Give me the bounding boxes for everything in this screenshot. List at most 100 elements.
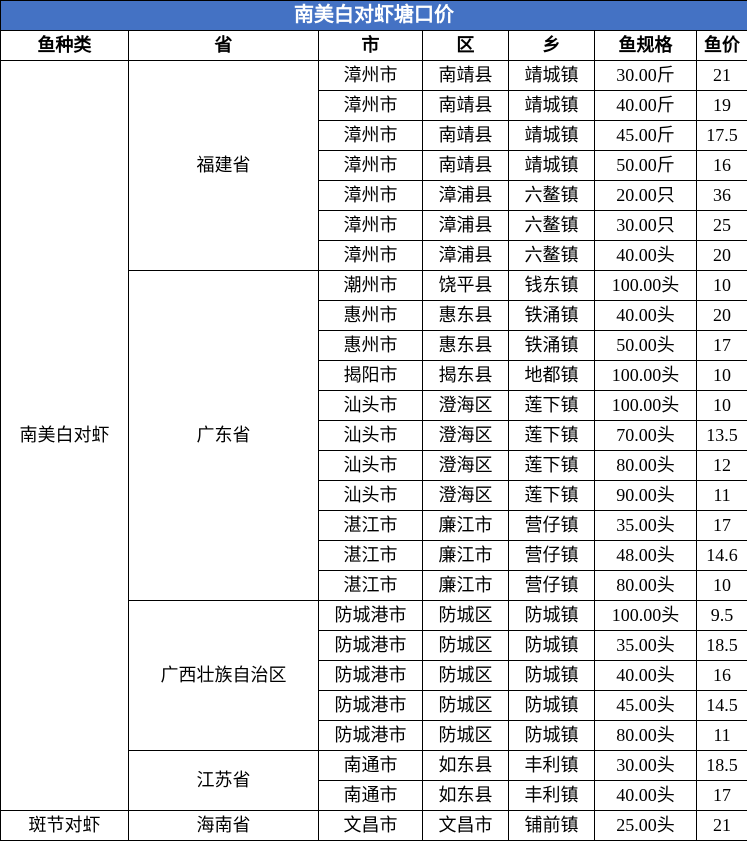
township-cell: 靖城镇 [509,61,595,91]
species-cell: 斑节对虾 [1,811,129,841]
price-cell: 10 [697,571,747,601]
city-cell: 惠州市 [319,301,423,331]
township-cell: 莲下镇 [509,481,595,511]
spec-cell: 50.00头 [595,331,697,361]
price-cell: 13.5 [697,421,747,451]
table-row: 斑节对虾海南省文昌市文昌市铺前镇25.00头21 [1,811,747,841]
spec-cell: 35.00头 [595,631,697,661]
district-cell: 漳浦县 [423,241,509,271]
price-cell: 17 [697,781,747,811]
spec-cell: 45.00头 [595,691,697,721]
spec-cell: 100.00头 [595,361,697,391]
province-cell: 江苏省 [129,751,319,811]
price-cell: 16 [697,661,747,691]
spec-cell: 70.00头 [595,421,697,451]
township-cell: 六鳌镇 [509,241,595,271]
city-cell: 防城港市 [319,721,423,751]
city-cell: 汕头市 [319,421,423,451]
township-cell: 铺前镇 [509,811,595,841]
city-cell: 汕头市 [319,391,423,421]
spec-cell: 80.00头 [595,571,697,601]
district-cell: 澄海区 [423,451,509,481]
district-cell: 文昌市 [423,811,509,841]
district-cell: 防城区 [423,691,509,721]
price-cell: 10 [697,271,747,301]
price-cell: 10 [697,361,747,391]
spec-cell: 35.00头 [595,511,697,541]
header-district: 区 [423,31,509,61]
price-cell: 18.5 [697,751,747,781]
price-cell: 19 [697,91,747,121]
city-cell: 揭阳市 [319,361,423,391]
city-cell: 漳州市 [319,91,423,121]
township-cell: 莲下镇 [509,391,595,421]
city-cell: 惠州市 [319,331,423,361]
city-cell: 文昌市 [319,811,423,841]
price-cell: 11 [697,721,747,751]
district-cell: 廉江市 [423,571,509,601]
province-cell: 广西壮族自治区 [129,601,319,751]
district-cell: 防城区 [423,661,509,691]
header-township: 乡 [509,31,595,61]
township-cell: 莲下镇 [509,421,595,451]
table-row: 南美白对虾福建省漳州市南靖县靖城镇30.00斤21 [1,61,747,91]
price-cell: 20 [697,241,747,271]
title-row: 南美白对虾塘口价 [1,1,747,31]
district-cell: 如东县 [423,751,509,781]
header-spec: 鱼规格 [595,31,697,61]
price-cell: 21 [697,811,747,841]
city-cell: 漳州市 [319,121,423,151]
spec-cell: 50.00斤 [595,151,697,181]
price-cell: 14.5 [697,691,747,721]
spec-cell: 40.00斤 [595,91,697,121]
city-cell: 南通市 [319,781,423,811]
city-cell: 漳州市 [319,61,423,91]
district-cell: 澄海区 [423,391,509,421]
district-cell: 南靖县 [423,151,509,181]
township-cell: 营仔镇 [509,511,595,541]
district-cell: 防城区 [423,601,509,631]
city-cell: 防城港市 [319,631,423,661]
spec-cell: 100.00头 [595,271,697,301]
city-cell: 汕头市 [319,481,423,511]
district-cell: 饶平县 [423,271,509,301]
city-cell: 防城港市 [319,601,423,631]
city-cell: 防城港市 [319,661,423,691]
township-cell: 六鳌镇 [509,211,595,241]
city-cell: 漳州市 [319,241,423,271]
township-cell: 防城镇 [509,661,595,691]
price-cell: 17.5 [697,121,747,151]
spec-cell: 40.00头 [595,781,697,811]
price-cell: 20 [697,301,747,331]
township-cell: 防城镇 [509,631,595,661]
district-cell: 漳浦县 [423,211,509,241]
township-cell: 防城镇 [509,601,595,631]
spec-cell: 25.00头 [595,811,697,841]
district-cell: 防城区 [423,631,509,661]
township-cell: 丰利镇 [509,751,595,781]
species-cell: 南美白对虾 [1,61,129,811]
price-cell: 14.6 [697,541,747,571]
township-cell: 防城镇 [509,691,595,721]
city-cell: 湛江市 [319,541,423,571]
district-cell: 防城区 [423,721,509,751]
township-cell: 营仔镇 [509,571,595,601]
city-cell: 湛江市 [319,571,423,601]
price-cell: 18.5 [697,631,747,661]
city-cell: 漳州市 [319,211,423,241]
province-cell: 海南省 [129,811,319,841]
spec-cell: 100.00头 [595,601,697,631]
township-cell: 地都镇 [509,361,595,391]
spec-cell: 30.00只 [595,211,697,241]
price-cell: 10 [697,391,747,421]
township-cell: 铁涌镇 [509,331,595,361]
price-table: 南美白对虾塘口价 鱼种类 省 市 区 乡 鱼规格 鱼价 南美白对虾福建省漳州市南… [0,0,747,841]
district-cell: 漳浦县 [423,181,509,211]
spec-cell: 40.00头 [595,661,697,691]
district-cell: 揭东县 [423,361,509,391]
city-cell: 防城港市 [319,691,423,721]
price-cell: 25 [697,211,747,241]
district-cell: 南靖县 [423,121,509,151]
price-cell: 16 [697,151,747,181]
township-cell: 钱东镇 [509,271,595,301]
